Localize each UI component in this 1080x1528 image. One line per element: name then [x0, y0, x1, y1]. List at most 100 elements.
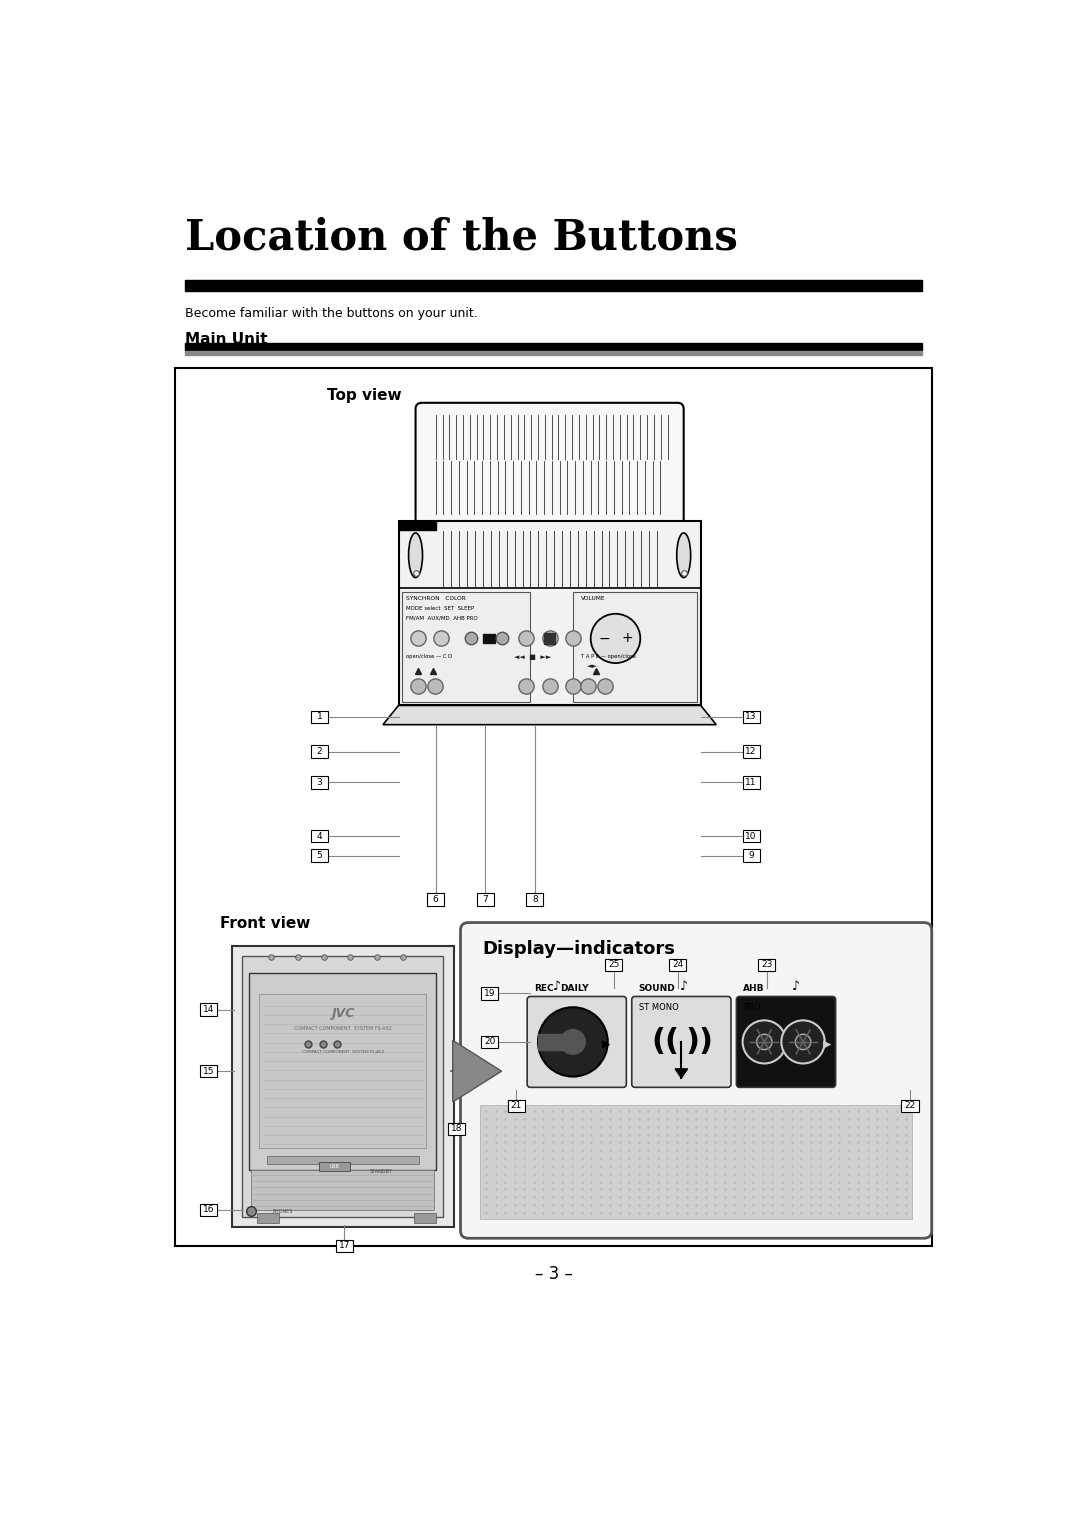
- Bar: [743, 746, 759, 758]
- Text: Top view: Top view: [327, 388, 402, 403]
- Text: 9: 9: [748, 851, 754, 860]
- Text: T A P E — open/close: T A P E — open/close: [581, 654, 636, 659]
- Text: Location of the Buttons: Location of the Buttons: [186, 217, 739, 258]
- Text: 18: 18: [450, 1125, 462, 1134]
- Text: 3: 3: [316, 778, 322, 787]
- Text: 14: 14: [203, 1005, 214, 1015]
- Bar: [544, 633, 555, 643]
- Bar: [428, 894, 444, 906]
- Circle shape: [561, 1030, 585, 1054]
- FancyBboxPatch shape: [232, 946, 454, 1227]
- Text: open/close — C D: open/close — C D: [406, 654, 453, 659]
- Circle shape: [795, 1034, 811, 1050]
- Bar: [311, 776, 328, 788]
- FancyBboxPatch shape: [527, 996, 626, 1088]
- Bar: [743, 711, 759, 723]
- Bar: [414, 1213, 435, 1222]
- Ellipse shape: [677, 533, 691, 578]
- Bar: [200, 1065, 217, 1077]
- Bar: [336, 1239, 353, 1251]
- Text: – 3 –: – 3 –: [535, 1265, 572, 1282]
- Text: 12: 12: [745, 747, 757, 756]
- Circle shape: [591, 614, 640, 663]
- Text: 25: 25: [608, 961, 620, 969]
- Text: 10: 10: [745, 831, 757, 840]
- Text: 22: 22: [904, 1102, 916, 1111]
- Bar: [311, 850, 328, 862]
- Circle shape: [743, 1021, 786, 1063]
- Bar: [257, 1213, 279, 1222]
- FancyBboxPatch shape: [460, 923, 932, 1238]
- Text: 2: 2: [316, 747, 322, 756]
- Bar: [267, 1155, 419, 1163]
- Text: USB: USB: [330, 1164, 340, 1169]
- Text: 15: 15: [203, 1067, 214, 1076]
- Bar: [259, 995, 427, 1148]
- Text: ▸: ▸: [823, 1036, 832, 1053]
- Polygon shape: [675, 1070, 688, 1079]
- FancyBboxPatch shape: [632, 996, 731, 1088]
- Circle shape: [538, 1007, 608, 1077]
- Text: 17: 17: [338, 1241, 350, 1250]
- Text: JVC: JVC: [330, 1007, 354, 1019]
- Text: MODE select  SET  SLEEP: MODE select SET SLEEP: [406, 607, 474, 611]
- Bar: [311, 746, 328, 758]
- Text: ((: ((: [652, 1027, 679, 1056]
- Bar: [482, 987, 499, 999]
- FancyBboxPatch shape: [737, 996, 836, 1088]
- Bar: [186, 280, 921, 292]
- Bar: [320, 1161, 350, 1172]
- Text: SOUND: SOUND: [638, 984, 675, 993]
- Text: ▸: ▸: [602, 1036, 610, 1053]
- Polygon shape: [453, 1041, 501, 1102]
- FancyBboxPatch shape: [416, 403, 684, 535]
- Text: 8: 8: [532, 895, 538, 905]
- Text: DAILY: DAILY: [559, 984, 589, 993]
- Text: 5: 5: [316, 851, 322, 860]
- Bar: [448, 1123, 465, 1135]
- Text: 23: 23: [761, 961, 772, 969]
- Text: 6: 6: [433, 895, 438, 905]
- Text: 7: 7: [483, 895, 488, 905]
- Bar: [743, 776, 759, 788]
- Circle shape: [757, 1034, 772, 1050]
- FancyBboxPatch shape: [248, 973, 436, 1170]
- Bar: [252, 1170, 434, 1210]
- Text: 21: 21: [511, 1102, 522, 1111]
- Polygon shape: [383, 706, 716, 724]
- Text: Front view: Front view: [220, 915, 311, 931]
- Text: REC: REC: [535, 984, 554, 993]
- Bar: [508, 1100, 525, 1112]
- Bar: [482, 1036, 499, 1048]
- Text: COMPACT COMPONENT  SYSTEM FS-A52: COMPACT COMPONENT SYSTEM FS-A52: [294, 1027, 392, 1031]
- Bar: [483, 634, 495, 643]
- Text: VOLUME: VOLUME: [581, 596, 605, 601]
- Bar: [538, 1034, 572, 1050]
- Bar: [480, 1105, 913, 1219]
- Bar: [526, 894, 543, 906]
- Text: Become familiar with the buttons on your unit.: Become familiar with the buttons on your…: [186, 307, 478, 319]
- Bar: [200, 1004, 217, 1016]
- Text: 19: 19: [484, 989, 496, 998]
- Text: ◄►: ◄►: [586, 663, 597, 669]
- Bar: [669, 958, 686, 972]
- Text: ◄◄  ■  ►►: ◄◄ ■ ►►: [514, 654, 551, 660]
- Text: ♪: ♪: [793, 981, 800, 993]
- Bar: [743, 850, 759, 862]
- Bar: [186, 351, 921, 354]
- Bar: [311, 830, 328, 842]
- Bar: [403, 593, 530, 701]
- Text: Main Unit: Main Unit: [186, 332, 268, 347]
- Text: PHONES: PHONES: [273, 1209, 294, 1213]
- Ellipse shape: [408, 533, 422, 578]
- Text: 16: 16: [203, 1206, 214, 1215]
- Bar: [175, 368, 932, 1245]
- Text: )): )): [685, 1027, 713, 1056]
- Circle shape: [781, 1021, 825, 1063]
- Text: COMPACT COMPONENT  SYSTEM FS-A52: COMPACT COMPONENT SYSTEM FS-A52: [301, 1050, 383, 1054]
- Bar: [186, 342, 921, 350]
- Text: 13: 13: [745, 712, 757, 721]
- Bar: [743, 830, 759, 842]
- Bar: [399, 521, 435, 530]
- Text: 4: 4: [316, 831, 322, 840]
